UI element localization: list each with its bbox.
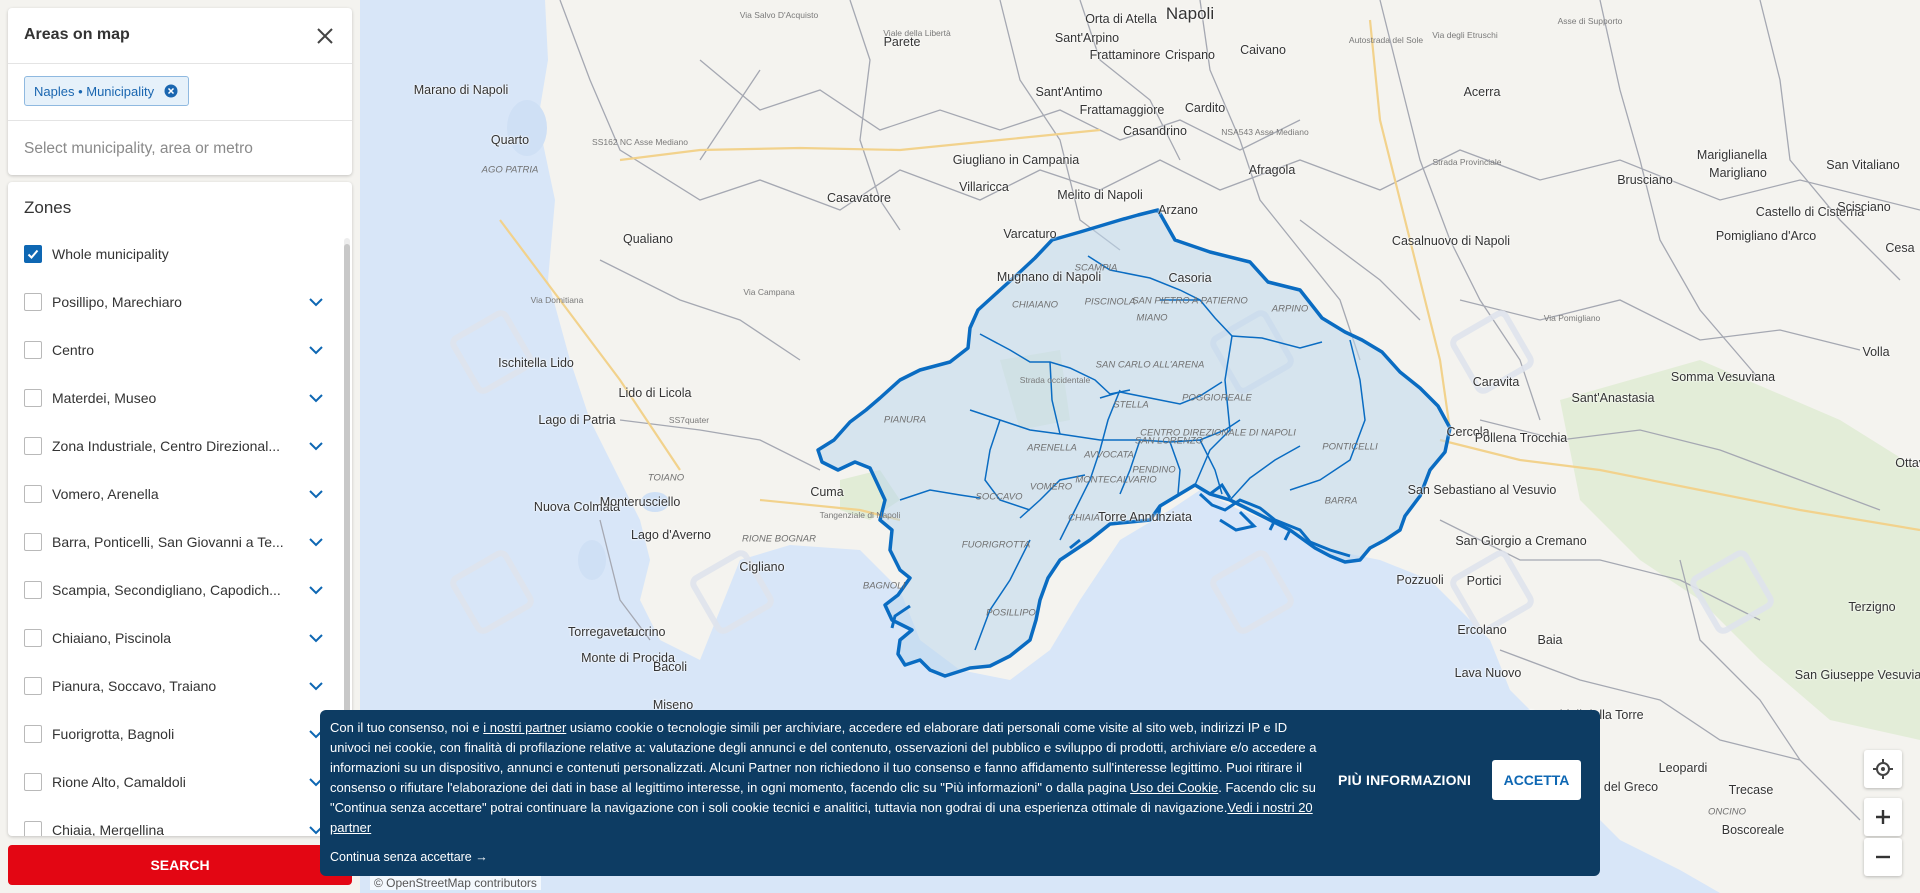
- zone-label: Pianura, Soccavo, Traiano: [52, 678, 217, 694]
- partners-link[interactable]: i nostri partner: [483, 720, 567, 735]
- zones-panel: Zones Whole municipality Posillipo, Marec…: [8, 182, 352, 836]
- checkbox[interactable]: [24, 581, 42, 599]
- checkbox[interactable]: [24, 821, 42, 836]
- chevron-down-icon[interactable]: [308, 343, 324, 357]
- zone-item[interactable]: Scampia, Secondigliano, Capodich...: [8, 566, 338, 614]
- chip-label: Naples • Municipality: [34, 83, 155, 99]
- zone-item[interactable]: Pianura, Soccavo, Traiano: [8, 662, 338, 710]
- chevron-down-icon[interactable]: [308, 487, 324, 501]
- zone-label: Chiaia, Mergellina: [52, 822, 165, 836]
- area-search-row: Select municipality, area or metro: [8, 121, 352, 175]
- selected-chips: Naples • Municipality: [8, 64, 352, 121]
- zone-label: Fuorigrotta, Bagnoli: [52, 726, 175, 742]
- more-info-button[interactable]: PIÙ INFORMAZIONI: [1338, 772, 1472, 788]
- zone-item[interactable]: Barra, Ponticelli, San Giovanni a Te...: [8, 518, 338, 566]
- zone-item[interactable]: Fuorigrotta, Bagnoli: [8, 710, 338, 758]
- cookie-text: Con il tuo consenso, noi e i nostri part…: [330, 718, 1320, 838]
- continue-without-accepting-link[interactable]: Continua senza accettare →: [330, 850, 488, 864]
- zone-item[interactable]: Chiaiano, Piscinola: [8, 614, 338, 662]
- cookie-policy-link[interactable]: Uso dei Cookie: [1130, 780, 1219, 795]
- crosshair-icon: [1873, 759, 1893, 779]
- checkbox-checked[interactable]: [24, 245, 42, 263]
- accept-button[interactable]: ACCETTA: [1492, 760, 1581, 800]
- chevron-down-icon[interactable]: [308, 439, 324, 453]
- zone-label: Scampia, Secondigliano, Capodich...: [52, 582, 281, 598]
- areas-panel: Areas on map Naples • Municipality Selec…: [8, 8, 352, 175]
- zone-item[interactable]: Posillipo, Marechiaro: [8, 278, 338, 326]
- zone-label: Vomero, Arenella: [52, 486, 159, 502]
- zone-item[interactable]: Vomero, Arenella: [8, 470, 338, 518]
- chevron-down-icon[interactable]: [308, 295, 324, 309]
- chevron-down-icon[interactable]: [308, 631, 324, 645]
- zone-label: Posillipo, Marechiaro: [52, 294, 182, 310]
- zone-label: Zona Industriale, Centro Direzional...: [52, 438, 280, 454]
- zone-label: Chiaiano, Piscinola: [52, 630, 172, 646]
- zone-label: Materdei, Museo: [52, 390, 157, 406]
- see-partners-link[interactable]: Vedi i nostri 20 partner: [330, 800, 1313, 835]
- chevron-down-icon[interactable]: [308, 535, 324, 549]
- zoom-in-button[interactable]: [1864, 798, 1902, 836]
- search-button[interactable]: SEARCH: [8, 845, 352, 885]
- zone-item[interactable]: Chiaia, Mergellina: [8, 806, 338, 836]
- checkbox[interactable]: [24, 725, 42, 743]
- checkbox[interactable]: [24, 677, 42, 695]
- chevron-down-icon[interactable]: [308, 679, 324, 693]
- selected-area-chip[interactable]: Naples • Municipality: [24, 76, 190, 106]
- checkbox[interactable]: [24, 485, 42, 503]
- cookie-text-part: Con il tuo consenso, noi e: [330, 720, 484, 735]
- checkbox[interactable]: [24, 437, 42, 455]
- cookie-banner: Con il tuo consenso, noi e i nostri part…: [320, 710, 1600, 876]
- minus-icon: [1876, 855, 1890, 859]
- locate-me-button[interactable]: [1864, 750, 1902, 788]
- checkbox[interactable]: [24, 533, 42, 551]
- zone-item[interactable]: Zona Industriale, Centro Direzional...: [8, 422, 338, 470]
- areas-panel-header: Areas on map: [8, 8, 352, 64]
- zones-list: Whole municipality Posillipo, Marechiaro C…: [8, 230, 338, 836]
- checkbox[interactable]: [24, 341, 42, 359]
- area-search-input[interactable]: Select municipality, area or metro: [24, 140, 253, 157]
- plus-icon: [1876, 810, 1890, 824]
- remove-chip-icon[interactable]: [164, 84, 178, 98]
- checkbox[interactable]: [24, 293, 42, 311]
- chevron-down-icon[interactable]: [308, 583, 324, 597]
- zone-label: Centro: [52, 342, 95, 358]
- zone-label: Rione Alto, Camaldoli: [52, 774, 186, 790]
- cookie-text-part: . Facendo clic su "Continua senza accett…: [330, 780, 1316, 815]
- map-attribution[interactable]: © OpenStreetMap contributors: [370, 876, 541, 890]
- zone-item[interactable]: Materdei, Museo: [8, 374, 338, 422]
- zone-item[interactable]: Centro: [8, 326, 338, 374]
- checkbox[interactable]: [24, 629, 42, 647]
- zone-label: Whole municipality: [52, 246, 169, 262]
- naples-municipality-boundary[interactable]: [816, 208, 1452, 678]
- checkbox[interactable]: [24, 773, 42, 791]
- checkbox[interactable]: [24, 389, 42, 407]
- panel-title: Areas on map: [24, 26, 130, 43]
- check-icon: [27, 249, 39, 259]
- zone-label: Barra, Ponticelli, San Giovanni a Te...: [52, 534, 284, 550]
- cookie-text-part: usiamo cookie o tecnologie simili per ar…: [330, 720, 1317, 795]
- zone-item[interactable]: Rione Alto, Camaldoli: [8, 758, 338, 806]
- chevron-down-icon[interactable]: [308, 391, 324, 405]
- zone-item[interactable]: Whole municipality: [8, 230, 338, 278]
- zones-title: Zones: [24, 198, 72, 217]
- close-icon[interactable]: [314, 25, 336, 47]
- zoom-out-button[interactable]: [1864, 838, 1902, 876]
- zones-scrollbar-thumb[interactable]: [344, 244, 350, 764]
